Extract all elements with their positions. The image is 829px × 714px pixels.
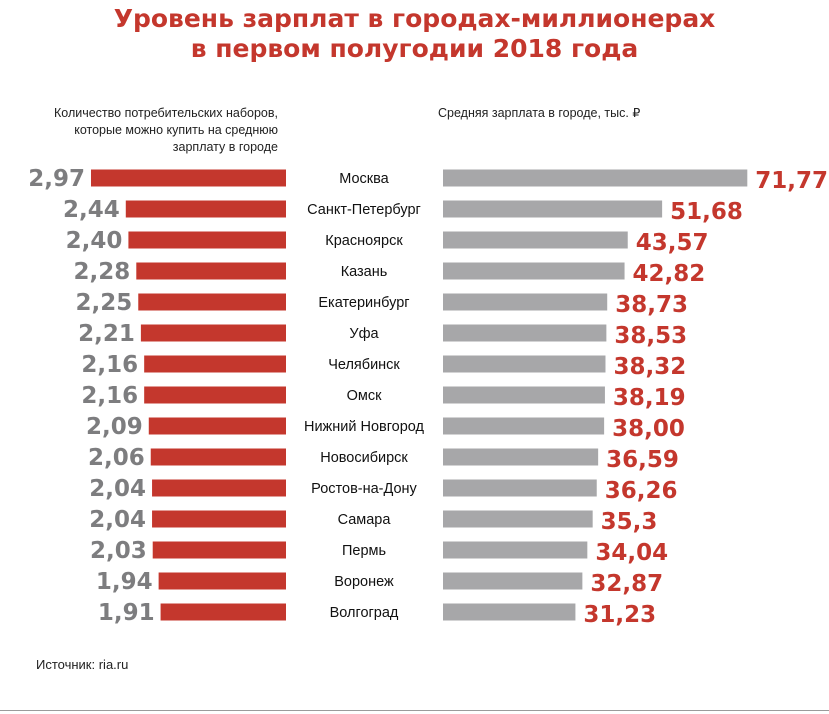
right-bar — [443, 479, 597, 497]
left-value-label: 2,09 — [86, 414, 143, 440]
right-bar — [443, 293, 608, 311]
left-value-label: 2,03 — [90, 538, 147, 564]
left-caption-line-2: которые можно купить на среднюю — [74, 123, 278, 137]
left-bar — [138, 293, 286, 311]
source-note: Источник: ria.ru — [36, 657, 129, 672]
left-bar — [158, 572, 286, 590]
left-value-label: 2,21 — [78, 321, 135, 347]
city-label: Пермь — [342, 543, 386, 559]
left-caption-line-3: зарплату в городе — [172, 140, 278, 154]
left-value-label: 2,44 — [63, 197, 120, 223]
left-bar — [125, 200, 286, 218]
left-caption-line-1: Количество потребительских наборов, — [53, 106, 278, 120]
left-bar — [144, 386, 286, 404]
left-bar — [140, 324, 286, 342]
chart-title-line-1: Уровень зарплат в городах-миллионерах — [113, 4, 716, 33]
city-label: Уфа — [349, 326, 379, 342]
right-value-label: 43,57 — [636, 230, 709, 256]
right-bar — [443, 572, 583, 590]
left-value-label: 2,16 — [81, 383, 138, 409]
city-label: Омск — [347, 388, 382, 404]
right-value-label: 38,00 — [612, 416, 685, 442]
left-bar — [136, 262, 286, 280]
right-value-label: 38,73 — [615, 292, 688, 318]
right-value-label: 51,68 — [670, 199, 743, 225]
right-bar — [443, 169, 748, 187]
right-bar — [443, 324, 607, 342]
right-value-label: 35,3 — [601, 509, 658, 535]
city-label: Екатеринбург — [318, 295, 409, 311]
right-value-label: 31,23 — [583, 602, 656, 628]
city-label: Нижний Новгород — [304, 419, 425, 435]
left-bar — [152, 510, 286, 528]
left-value-label: 2,16 — [81, 352, 138, 378]
right-value-label: 38,32 — [613, 354, 686, 380]
bottom-divider — [0, 710, 829, 711]
right-value-label: 38,53 — [614, 323, 687, 349]
city-label: Волгоград — [330, 605, 399, 621]
left-bar — [152, 479, 286, 497]
chart-title-line-2: в первом полугодии 2018 года — [190, 34, 639, 63]
right-bar — [443, 448, 599, 466]
right-bar — [443, 200, 663, 218]
left-bar — [150, 448, 286, 466]
city-label: Самара — [338, 512, 392, 528]
left-value-label: 2,28 — [74, 259, 131, 285]
left-value-label: 2,06 — [88, 445, 145, 471]
city-label: Челябинск — [328, 357, 400, 373]
left-bar — [148, 417, 286, 435]
right-bar — [443, 603, 576, 621]
left-value-label: 2,25 — [76, 290, 133, 316]
left-value-label: 2,04 — [89, 476, 146, 502]
left-value-label: 2,04 — [89, 507, 146, 533]
city-label: Красноярск — [325, 233, 403, 249]
city-label: Москва — [339, 171, 389, 187]
city-label: Воронеж — [334, 574, 394, 590]
right-value-label: 32,87 — [590, 571, 663, 597]
left-bar — [160, 603, 286, 621]
right-value-label: 42,82 — [633, 261, 706, 287]
city-label: Казань — [341, 264, 388, 280]
city-label: Санкт-Петербург — [307, 202, 421, 218]
right-bar — [443, 231, 628, 249]
right-bar — [443, 355, 606, 373]
left-value-label: 2,97 — [28, 166, 85, 192]
left-bar — [128, 231, 286, 249]
city-label: Ростов-на-Дону — [311, 481, 417, 497]
right-series-caption: Средняя зарплата в городе, тыс. ₽ — [438, 106, 641, 120]
right-value-label: 71,77 — [755, 168, 828, 194]
right-value-label: 36,59 — [606, 447, 679, 473]
left-value-label: 1,91 — [98, 600, 155, 626]
right-value-label: 38,19 — [613, 385, 686, 411]
right-value-label: 34,04 — [595, 540, 668, 566]
right-bar — [443, 541, 588, 559]
left-value-label: 1,94 — [96, 569, 153, 595]
chart-title: Уровень зарплат в городах-миллионерах в … — [0, 4, 829, 64]
right-bar — [443, 262, 625, 280]
right-value-label: 36,26 — [605, 478, 678, 504]
right-bar — [443, 386, 605, 404]
left-bar — [90, 169, 286, 187]
left-value-label: 2,40 — [66, 228, 123, 254]
left-bar — [152, 541, 286, 559]
right-bar — [443, 510, 593, 528]
left-series-caption: Количество потребительских наборов, кото… — [10, 105, 278, 156]
city-label: Новосибирск — [320, 450, 408, 466]
right-bar — [443, 417, 605, 435]
left-bar — [144, 355, 286, 373]
